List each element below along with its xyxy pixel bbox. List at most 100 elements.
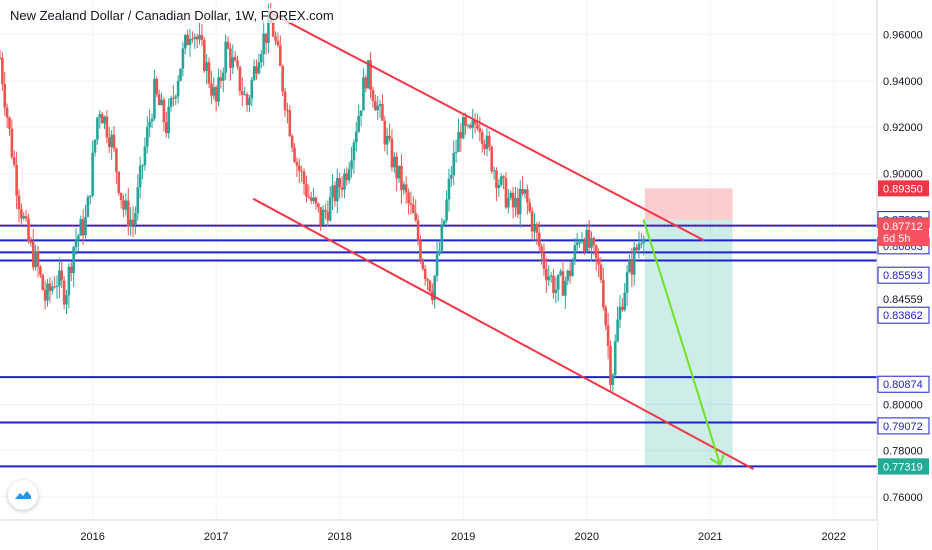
candle-body xyxy=(1,58,4,84)
candle-body xyxy=(635,247,638,251)
candle-body xyxy=(305,184,308,197)
candle-body xyxy=(312,197,315,201)
candle-body xyxy=(100,114,104,124)
special-price-tag[interactable]: 6d 5h xyxy=(883,233,911,245)
candle-body xyxy=(162,99,166,123)
candle-body xyxy=(580,240,584,243)
candle-body xyxy=(214,87,218,102)
candle-body xyxy=(545,268,548,281)
candle-body xyxy=(523,189,527,194)
candle-body xyxy=(359,110,363,116)
candle-body xyxy=(632,247,636,275)
candle-body xyxy=(609,345,612,385)
candle-body xyxy=(611,374,615,385)
candle-body xyxy=(164,122,168,134)
candle-body xyxy=(504,178,508,208)
candle-body xyxy=(478,128,482,133)
candle-body xyxy=(179,68,182,81)
candle-body xyxy=(314,197,318,204)
candle-body xyxy=(438,250,441,255)
candle-body xyxy=(412,204,415,214)
candle-body xyxy=(362,77,365,111)
candle-body xyxy=(640,243,643,245)
candle-body xyxy=(88,195,92,198)
trend-channel-line[interactable] xyxy=(267,10,705,242)
candle-body xyxy=(566,270,570,281)
candle-body xyxy=(395,156,398,179)
candle-body xyxy=(376,105,379,111)
candle-body xyxy=(307,196,311,198)
candle-body xyxy=(112,134,116,149)
candle-body xyxy=(191,38,194,40)
candle-body xyxy=(321,209,325,225)
candle-body xyxy=(490,146,494,172)
candle-body xyxy=(571,261,574,277)
candle-body xyxy=(181,48,185,69)
price-level-tag[interactable]: 0.80874 xyxy=(883,379,923,391)
special-price-tag[interactable]: 0.77319 xyxy=(883,461,923,473)
candle-body xyxy=(602,279,605,308)
candle-body xyxy=(126,200,130,227)
candle-body xyxy=(419,240,422,261)
candle-body xyxy=(385,135,389,145)
candle-body xyxy=(381,103,384,121)
candle-body xyxy=(276,40,280,46)
candle-body xyxy=(43,290,47,301)
candle-body xyxy=(328,197,332,221)
take-profit-zone[interactable] xyxy=(644,219,733,466)
candle-body xyxy=(74,240,78,248)
time-axis[interactable]: 2016 2017 2018 2019 2020 2021 2022 xyxy=(0,519,877,550)
candle-body xyxy=(124,200,128,210)
candle-body xyxy=(559,271,562,275)
candle-body xyxy=(459,132,463,139)
support-resistance-lines[interactable] xyxy=(0,224,877,468)
special-price-tag-bg xyxy=(878,230,929,247)
candle-body xyxy=(27,218,30,242)
candle-body xyxy=(145,127,149,147)
candle-body xyxy=(98,114,102,118)
price-axis[interactable]: 0.96000 0.94000 0.92000 0.90000 0.80000 0.780… xyxy=(876,0,932,550)
candle-body xyxy=(630,260,634,275)
candle-body xyxy=(357,115,360,132)
candle-body xyxy=(317,203,320,208)
candle-body xyxy=(233,57,237,61)
candle-body xyxy=(364,77,368,89)
candle-body xyxy=(198,35,201,40)
candle-body xyxy=(221,72,225,81)
price-level-tag: 0.84559 xyxy=(883,294,923,306)
candle-body xyxy=(250,79,254,99)
price-level-tag[interactable]: 0.85593 xyxy=(883,270,923,282)
forecast-arrow-line[interactable] xyxy=(642,219,722,465)
price-level-tag-bg xyxy=(877,266,930,284)
candle-body xyxy=(264,33,268,44)
candle-body xyxy=(397,165,401,179)
price-level-tag[interactable]: 0.83862 xyxy=(883,310,923,322)
candle-body xyxy=(606,325,610,346)
candle-body xyxy=(36,251,40,267)
position-box[interactable] xyxy=(644,188,733,466)
channel-lines[interactable] xyxy=(252,10,754,471)
price-tick-label: 0.90000 xyxy=(883,168,923,180)
candle-body xyxy=(476,124,479,129)
candle-body xyxy=(160,99,163,106)
candle-body xyxy=(115,148,118,172)
tradingview-logo[interactable] xyxy=(8,480,38,510)
candle-body xyxy=(628,260,631,272)
candle-body xyxy=(440,225,444,251)
forecast-arrow[interactable] xyxy=(642,219,726,467)
candle-body xyxy=(53,286,56,288)
time-tick-label: 2017 xyxy=(204,531,228,543)
candle-body xyxy=(547,276,551,281)
candle-body xyxy=(281,66,284,92)
candle-body xyxy=(186,35,189,46)
price-tick-label: 0.80000 xyxy=(883,399,923,411)
stop-loss-zone[interactable] xyxy=(644,188,733,220)
special-price-tag[interactable]: 0.89350 xyxy=(883,183,923,195)
trend-channel-line[interactable] xyxy=(252,197,754,471)
candle-body xyxy=(24,216,28,219)
price-level-tag[interactable]: 0.79072 xyxy=(883,421,923,433)
candle-body xyxy=(469,125,472,128)
candle-body xyxy=(12,157,16,165)
candle-body xyxy=(5,107,9,118)
